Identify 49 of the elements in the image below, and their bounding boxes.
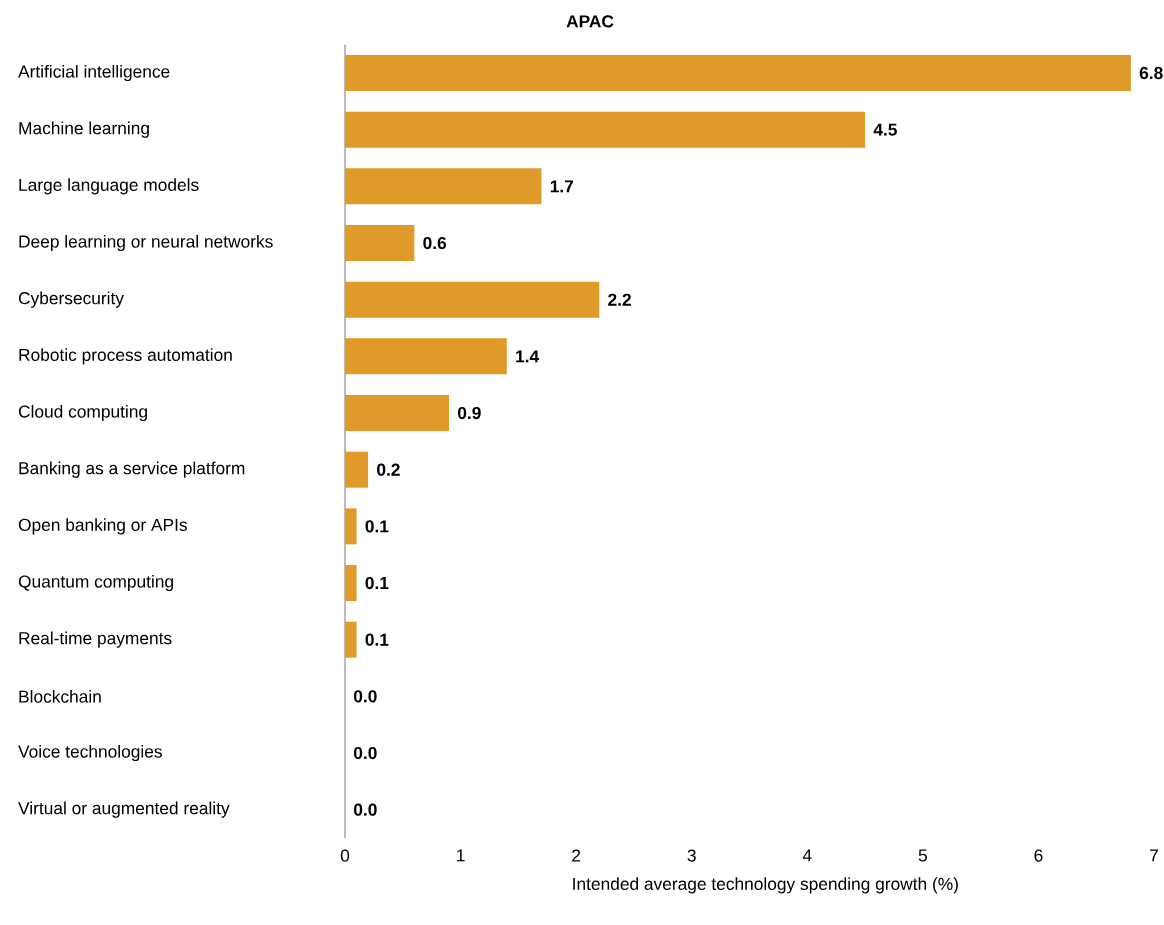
x-axis-title: Intended average technology spending growth (%): [573, 877, 958, 894]
y-tick-label: Virtual or augmented reality: [18, 801, 230, 818]
data-label: 1.7: [550, 180, 574, 193]
y-tick-label: Machine learning: [19, 121, 149, 138]
x-tick-label: 3: [687, 849, 696, 862]
x-tick-label: 2: [572, 849, 581, 862]
bar: [345, 225, 415, 262]
y-tick-label: Large language models: [19, 178, 199, 195]
y-tick-label: Banking as a service platform: [19, 461, 245, 478]
bar: [345, 281, 600, 318]
y-tick-label: Artificial intelligence: [18, 64, 170, 82]
bar: [345, 111, 866, 148]
bar: [345, 451, 369, 488]
y-tick-label: Open banking or APIs: [18, 518, 187, 535]
y-tick-label: Quantum computing: [18, 574, 173, 592]
data-label: 0.0: [353, 803, 377, 816]
data-label: 0.2: [377, 463, 400, 476]
chart-title: APAC: [566, 15, 614, 28]
y-tick-label: Voice technologies: [18, 744, 162, 762]
y-tick-label: Blockchain: [19, 689, 101, 703]
bar: [345, 395, 450, 432]
x-tick-label: 5: [918, 849, 927, 862]
bar: [345, 338, 507, 375]
data-label: 0.6: [423, 236, 447, 250]
data-label: 0.0: [353, 746, 377, 760]
bar: [345, 168, 542, 205]
data-label: 2.2: [608, 293, 631, 306]
y-tick-label: Real-time payments: [19, 631, 172, 648]
data-label: 0.9: [457, 406, 481, 420]
x-tick-label: 6: [1034, 849, 1043, 862]
data-label: 0.1: [365, 633, 389, 646]
data-label: 0.1: [365, 520, 389, 533]
bar: [345, 565, 357, 602]
x-tick-label: 1: [457, 849, 465, 862]
x-tick-label: 0: [340, 849, 350, 862]
x-tick-label: 7: [1150, 849, 1158, 862]
bar: [345, 55, 1131, 92]
data-label: 1.4: [516, 350, 540, 363]
bar: [345, 508, 357, 545]
x-tick-label: 4: [802, 849, 812, 862]
bar: [345, 621, 357, 658]
data-label: 6.8: [1139, 66, 1163, 80]
y-tick-label: Deep learning or neural networks: [19, 234, 273, 252]
data-label: 0.1: [365, 576, 389, 590]
data-label: 0.0: [353, 690, 377, 703]
y-tick-label: Robotic process automation: [19, 348, 232, 365]
y-tick-label: Cloud computing: [18, 404, 147, 422]
y-tick-label: Cybersecurity: [18, 291, 124, 308]
data-label: 4.5: [873, 123, 897, 136]
